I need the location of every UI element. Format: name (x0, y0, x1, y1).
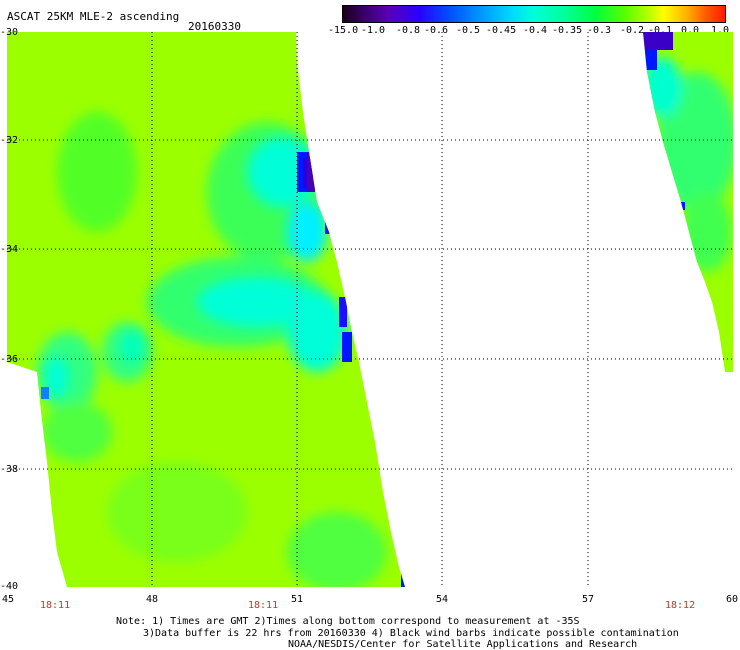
colorbar-label: -0.4 (523, 25, 548, 36)
lat-label: -40 (0, 581, 19, 592)
graticule (7, 32, 733, 587)
lat-label: -36 (0, 354, 19, 365)
colorbar-label: 1.0 (711, 25, 730, 36)
product-date: 20160330 (188, 20, 241, 33)
left-swath (7, 32, 405, 587)
lon-label: 60 (726, 594, 739, 605)
colorbar (342, 5, 726, 23)
colorbar-label: -15.0 (328, 25, 359, 36)
lon-label: 57 (582, 594, 595, 605)
colorbar-label: -0.2 (620, 25, 645, 36)
lat-label: -34 (0, 244, 19, 255)
lat-label: -32 (0, 135, 19, 146)
lat-label: -30 (0, 27, 19, 38)
time-label: 18:11 (248, 600, 279, 611)
colorbar-label: -0.3 (587, 25, 612, 36)
note-line-3: NOAA/NESDIS/Center for Satellite Applica… (288, 639, 638, 650)
colorbar-label: -0.5 (456, 25, 481, 36)
lon-label: 54 (436, 594, 449, 605)
scatterometer-map (7, 32, 733, 587)
lon-label: 45 (2, 594, 15, 605)
time-label: 18:12 (665, 600, 696, 611)
time-label: 18:11 (40, 600, 71, 611)
lon-label: 51 (291, 594, 304, 605)
colorbar-label: -0.35 (552, 25, 583, 36)
colorbar-label: -0.1 (648, 25, 673, 36)
right-swath (643, 32, 733, 372)
colorbar-label: -0.6 (424, 25, 449, 36)
note-line-1: Note: 1) Times are GMT 2)Times along bot… (116, 616, 580, 627)
note-line-2: 3)Data buffer is 22 hrs from 20160330 4)… (143, 628, 679, 639)
lat-label: -38 (0, 464, 19, 475)
product-title: ASCAT 25KM MLE-2 ascending (7, 10, 180, 23)
lon-label: 48 (146, 594, 159, 605)
colorbar-label: -0.8 (396, 25, 421, 36)
colorbar-label: 0.0 (681, 25, 700, 36)
colorbar-label: -1.0 (361, 25, 386, 36)
colorbar-label: -0.45 (486, 25, 517, 36)
